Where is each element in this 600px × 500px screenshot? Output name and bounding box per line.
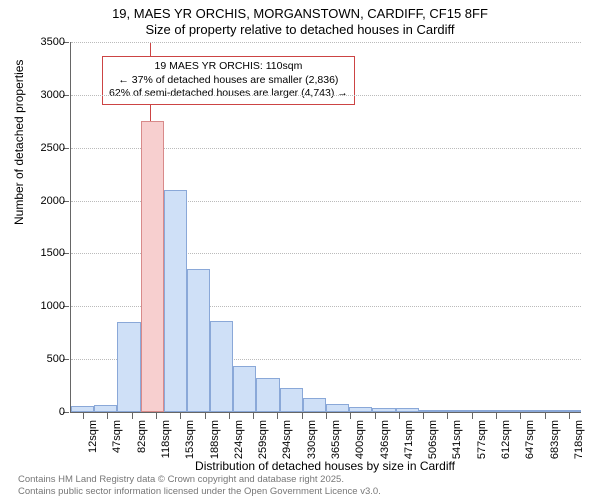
bar <box>535 410 558 412</box>
x-tick <box>520 413 521 419</box>
gridline <box>71 42 581 43</box>
y-tick-label: 3500 <box>25 36 65 48</box>
bar <box>71 406 94 412</box>
bar <box>442 410 465 412</box>
y-tick-label: 500 <box>25 353 65 365</box>
y-tick-label: 3000 <box>25 89 65 101</box>
bar <box>210 321 233 412</box>
x-tick <box>180 413 181 419</box>
bar <box>164 190 187 412</box>
x-axis-title: Distribution of detached houses by size … <box>70 459 580 473</box>
bar <box>465 410 488 412</box>
bar-highlighted <box>141 121 164 412</box>
x-tick <box>277 413 278 419</box>
bar <box>233 366 256 413</box>
bar <box>419 410 442 412</box>
footer-line1: Contains HM Land Registry data © Crown c… <box>18 474 381 486</box>
x-tick <box>156 413 157 419</box>
callout-box: 19 MAES YR ORCHIS: 110sqm ← 37% of detac… <box>102 56 355 105</box>
x-tick <box>253 413 254 419</box>
x-tick <box>83 413 84 419</box>
bar <box>349 407 372 412</box>
y-axis-title: Number of detached properties <box>12 60 26 225</box>
x-tick <box>107 413 108 419</box>
bar <box>256 378 279 412</box>
x-tick <box>132 413 133 419</box>
y-tick-label: 2500 <box>25 142 65 154</box>
chart-title-line2: Size of property relative to detached ho… <box>0 22 600 37</box>
footer-line2: Contains public sector information licen… <box>18 486 381 498</box>
x-tick <box>423 413 424 419</box>
x-tick <box>472 413 473 419</box>
x-tick <box>447 413 448 419</box>
bar <box>187 269 210 412</box>
bar <box>396 408 419 412</box>
x-tick <box>350 413 351 419</box>
y-tick-label: 2000 <box>25 195 65 207</box>
x-tick <box>399 413 400 419</box>
y-tick-label: 1500 <box>25 247 65 259</box>
x-tick <box>302 413 303 419</box>
x-tick <box>205 413 206 419</box>
bar <box>511 410 534 412</box>
x-tick <box>545 413 546 419</box>
bar <box>280 388 303 412</box>
callout-line1: 19 MAES YR ORCHIS: 110sqm <box>109 60 348 74</box>
x-tick <box>496 413 497 419</box>
bar <box>326 404 349 412</box>
y-tick-label: 1000 <box>25 300 65 312</box>
bar <box>303 398 326 412</box>
footer-attribution: Contains HM Land Registry data © Crown c… <box>18 474 381 498</box>
x-tick <box>326 413 327 419</box>
chart-container: 19, MAES YR ORCHIS, MORGANSTOWN, CARDIFF… <box>0 0 600 500</box>
y-tick-label: 0 <box>25 406 65 418</box>
bar <box>488 410 511 412</box>
bar <box>372 408 395 412</box>
chart-title-line1: 19, MAES YR ORCHIS, MORGANSTOWN, CARDIFF… <box>0 6 600 21</box>
callout-line2: ← 37% of detached houses are smaller (2,… <box>109 74 348 88</box>
bar <box>117 322 140 412</box>
bar <box>558 410 581 412</box>
x-tick <box>375 413 376 419</box>
bar <box>94 405 117 412</box>
gridline <box>71 95 581 96</box>
plot-area: 19 MAES YR ORCHIS: 110sqm ← 37% of detac… <box>70 42 581 413</box>
x-tick <box>229 413 230 419</box>
x-tick <box>569 413 570 419</box>
